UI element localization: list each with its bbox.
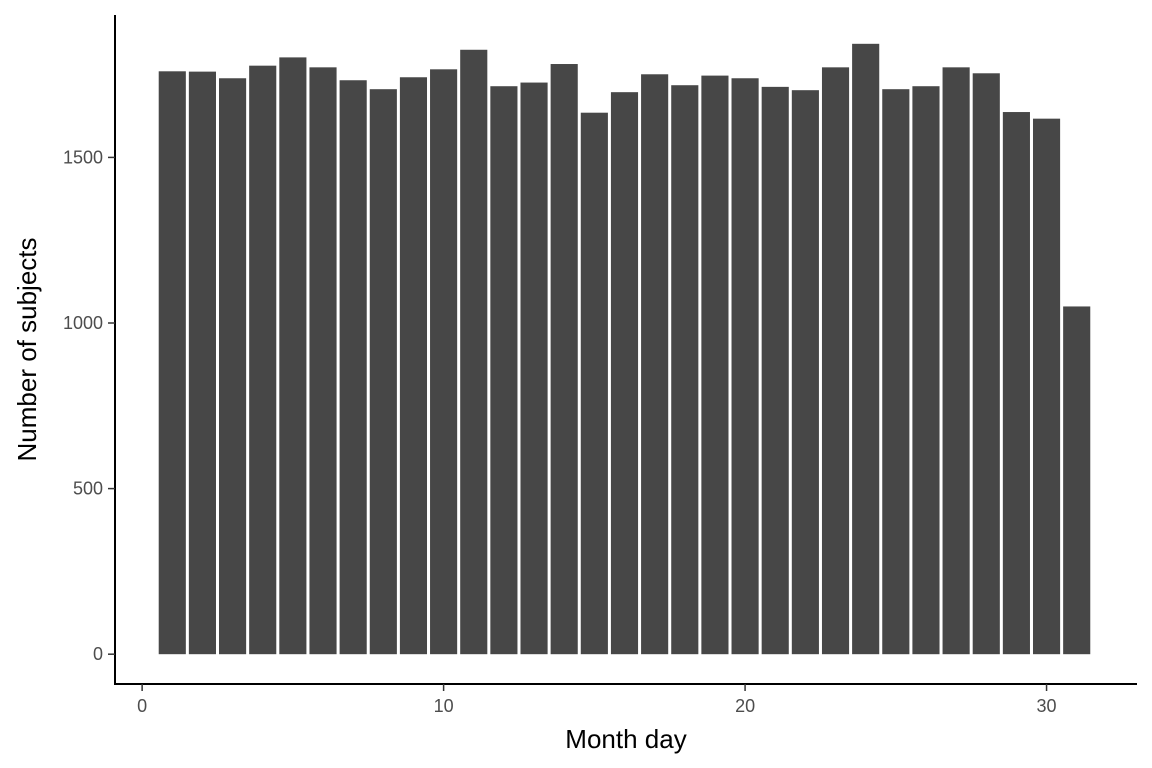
bar-day-6 (309, 67, 337, 655)
bar-day-5 (279, 57, 307, 655)
bar-day-8 (369, 89, 397, 655)
bar-day-1 (158, 71, 186, 655)
bar-day-10 (430, 69, 458, 655)
bar-day-21 (761, 86, 789, 655)
bar-day-14 (550, 64, 578, 655)
bar-day-17 (641, 74, 669, 655)
bar-day-13 (520, 82, 548, 655)
y-tick-label: 0 (93, 644, 103, 664)
bar-day-29 (1002, 112, 1030, 655)
bar-day-15 (580, 112, 608, 655)
bar-day-18 (671, 85, 699, 655)
y-ticks-group: 0 500 1000 1500 (63, 147, 115, 664)
bar-day-26 (912, 86, 940, 655)
bar-day-9 (399, 77, 428, 655)
bar-day-7 (339, 80, 367, 655)
bar-day-20 (731, 78, 759, 655)
bar-day-31 (1063, 306, 1091, 655)
y-tick-label: 1500 (63, 147, 103, 167)
bar-day-12 (490, 86, 518, 655)
x-ticks-group: 0 10 20 30 (137, 684, 1057, 716)
y-tick-label: 1000 (63, 313, 103, 333)
bar-day-28 (972, 73, 1000, 655)
bar-day-3 (219, 78, 247, 655)
bar-day-4 (249, 65, 277, 655)
bar-day-22 (791, 90, 819, 655)
x-tick-label: 10 (434, 696, 454, 716)
y-tick-label: 500 (73, 479, 103, 499)
bar-day-19 (701, 75, 729, 655)
bar-day-23 (821, 67, 850, 655)
x-tick-label: 0 (137, 696, 147, 716)
bars-group (158, 43, 1091, 655)
x-axis-title: Month day (565, 724, 686, 754)
bar-day-27 (942, 67, 970, 655)
bar-day-2 (188, 71, 216, 655)
bar-day-30 (1032, 118, 1061, 655)
bar-day-25 (882, 89, 910, 655)
bar-day-11 (460, 49, 488, 655)
x-tick-label: 30 (1037, 696, 1057, 716)
axes-group (114, 15, 1137, 685)
bar-day-16 (610, 92, 639, 655)
x-tick-label: 20 (735, 696, 755, 716)
y-axis-title: Number of subjects (12, 238, 42, 462)
bar-day-24 (852, 43, 880, 655)
